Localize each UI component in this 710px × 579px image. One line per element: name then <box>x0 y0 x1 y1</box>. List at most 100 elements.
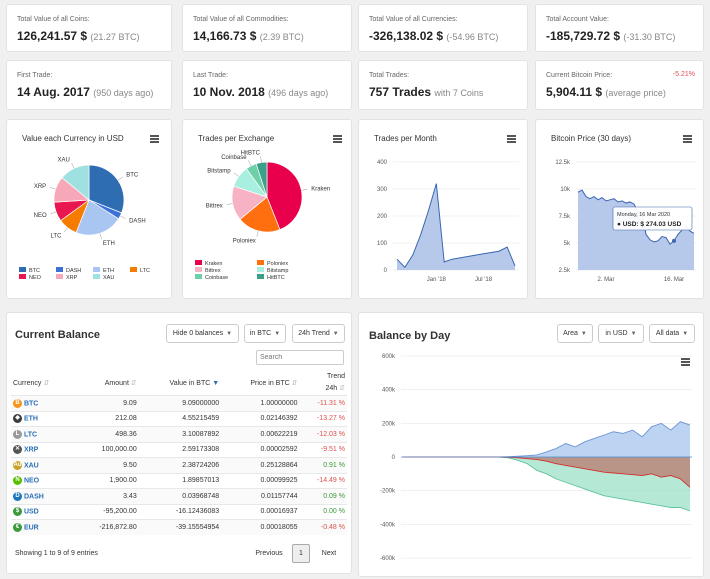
search-input[interactable] <box>256 350 344 365</box>
pie-label-connector <box>117 176 124 181</box>
legend-item[interactable]: Poloniex <box>267 261 288 267</box>
legend-swatch <box>130 267 137 272</box>
stat-value: -185,729.72 $ (-31.30 BTC) <box>546 29 676 43</box>
chevron-down-icon: ▼ <box>274 330 281 337</box>
chevron-down-icon: ▼ <box>332 330 339 337</box>
table-row[interactable]: ✕ XRP 100,000.00 2.59173308 0.00002592 -9.51… <box>11 441 347 458</box>
y-tick-label: 0 <box>384 268 388 274</box>
value-cell: 2.38724206 <box>136 457 220 473</box>
currency-name[interactable]: EUR <box>23 524 39 532</box>
tooltip-date: Monday, 16 Mar 2020 <box>617 212 670 218</box>
pie-slice-kraken[interactable] <box>266 161 303 230</box>
pie-slice-poloniex[interactable] <box>239 196 281 233</box>
currency-name[interactable]: BTC <box>23 400 39 408</box>
y-tick-label: 5k <box>564 241 571 247</box>
table-row[interactable]: N NEO 1,900.00 1.89857013 0.00099925 -14.49 … <box>11 472 347 489</box>
column-header[interactable]: Trend 24h ⇵ <box>325 373 345 392</box>
currency-name[interactable]: DASH <box>23 493 44 501</box>
legend-item[interactable]: DASH <box>66 268 81 274</box>
chart-title: Trades per Month <box>374 134 437 143</box>
legend-item[interactable]: LTC <box>140 268 150 274</box>
currency-name[interactable]: USD <box>23 508 39 516</box>
trend-24h-button[interactable]: 24h Trend ▼ <box>292 324 345 343</box>
pie-label: XRP <box>34 184 46 190</box>
trend-cell: 0.91 % <box>297 457 347 473</box>
in-usd-button[interactable]: in USD ▼ <box>598 324 644 343</box>
pie-label: Kraken <box>311 187 330 193</box>
y-tick-label: 2.5k <box>559 268 571 274</box>
table-row[interactable]: € EUR -216,872.80 -39.15554954 0.00018055 -0… <box>11 519 347 535</box>
trades-month-card: Trades per Month 400 300 200 100 0 Jan '18 Jul… <box>358 119 528 299</box>
legend-item[interactable]: Kraken <box>205 261 222 267</box>
price-change-badge: -5.21% <box>672 71 695 78</box>
price-cell: 0.00622219 <box>219 426 298 442</box>
menu-icon[interactable] <box>683 135 692 143</box>
legend-item[interactable]: HitBTC <box>267 275 285 281</box>
y-tick-label: -600k <box>380 556 396 562</box>
y-tick-label: 100 <box>377 241 388 247</box>
currency-name[interactable]: NEO <box>23 477 40 485</box>
balance-table: Currency ⇵ Amount ⇵ Value in BTC ▼ Price… <box>11 371 347 535</box>
table-header-row: Currency ⇵ Amount ⇵ Value in BTC ▼ Price… <box>11 371 347 396</box>
menu-icon[interactable] <box>333 135 342 143</box>
table-row[interactable]: D DASH 3.43 0.03968748 0.01157744 0.09 % <box>11 488 347 504</box>
column-header[interactable]: Amount ⇵ <box>104 380 137 387</box>
price-cell: 0.00099925 <box>219 472 298 489</box>
menu-icon[interactable] <box>681 358 690 366</box>
neo-icon: N <box>13 476 22 486</box>
stat-label: Current Bitcoin Price: <box>546 72 613 79</box>
column-header[interactable]: Price in BTC ⇵ <box>250 380 298 387</box>
menu-icon[interactable] <box>507 135 516 143</box>
pie-slice-btc[interactable] <box>88 164 125 214</box>
legend-item[interactable]: Coinbase <box>205 275 228 281</box>
currency-name[interactable]: XAU <box>23 462 39 470</box>
hide-zero-balances-button[interactable]: Hide 0 balances ▼ <box>166 324 239 343</box>
chevron-down-icon: ▼ <box>682 330 689 337</box>
column-header[interactable]: Value in BTC ▼ <box>169 379 220 387</box>
pie-label-connector <box>99 233 102 240</box>
stat-label: Last Trade: <box>193 72 229 79</box>
legend-item[interactable]: BTC <box>29 268 40 274</box>
column-header[interactable]: Currency ⇵ <box>13 380 50 387</box>
menu-icon[interactable] <box>150 135 159 143</box>
stat-card-btc-price: Current Bitcoin Price: -5.21% 5,904.11 $… <box>535 60 704 110</box>
trend-cell: -12.03 % <box>297 426 347 442</box>
area-button[interactable]: Area ▼ <box>557 324 593 343</box>
pie-label: ETH <box>103 241 115 247</box>
series-line[interactable] <box>396 183 516 269</box>
pie-label: XAU <box>57 157 69 163</box>
legend-item[interactable]: ETH <box>103 268 114 274</box>
next-button[interactable]: Next <box>321 550 337 557</box>
previous-button[interactable]: Previous <box>255 550 283 557</box>
pie-slice-eth[interactable] <box>75 199 120 236</box>
x-tick-label: 16. Mar <box>664 277 684 283</box>
legend-item[interactable]: Bittrex <box>205 268 221 274</box>
page-1-button[interactable]: 1 <box>292 544 310 563</box>
in-btc-button[interactable]: in BTC ▼ <box>244 324 286 343</box>
pie-label: Coinbase <box>221 155 247 161</box>
table-row[interactable]: $ USD -95,200.00 -16.12436083 0.00016937 0.0… <box>11 503 347 520</box>
legend-item[interactable]: XAU <box>103 275 114 281</box>
table-row[interactable]: L LTC 498.36 3.10087892 0.00622219 -12.03 % <box>11 426 347 442</box>
legend-item[interactable]: XRP <box>66 275 78 281</box>
value-cell: 0.03968748 <box>136 488 220 504</box>
currency-name[interactable]: XRP <box>23 446 39 454</box>
table-row[interactable]: ◆ ETH 212.08 4.55215459 0.02146392 -13.27 % <box>11 410 347 427</box>
area-fill <box>403 421 690 457</box>
legend-swatch <box>56 267 63 272</box>
table-row[interactable]: Au XAU 9.50 2.38724206 0.25128864 0.91 % <box>11 457 347 473</box>
table-row[interactable]: B BTC 9.09 9.09000000 1.00000000 -11.31 % <box>11 395 347 411</box>
currency-name[interactable]: LTC <box>23 431 38 439</box>
pie-label-connector <box>71 162 75 169</box>
all-data-button[interactable]: All data ▼ <box>649 324 695 343</box>
pie-label: DASH <box>129 218 146 224</box>
legend-item[interactable]: NEO <box>29 275 42 281</box>
btc-price-chart: 12.5k 10k 7.5k 5k 2.5k 2. Mar 16. Mar Monday, 1… <box>555 160 696 283</box>
pie-label-connector <box>120 215 126 219</box>
pie-label: Bitstamp <box>207 169 231 175</box>
panel-title: Current Balance <box>15 329 100 341</box>
pie-slice-xau[interactable] <box>61 164 90 201</box>
currency-name[interactable]: ETH <box>23 415 38 423</box>
legend-item[interactable]: Bitstamp <box>267 268 288 274</box>
trend-cell: 0.00 % <box>297 503 347 520</box>
